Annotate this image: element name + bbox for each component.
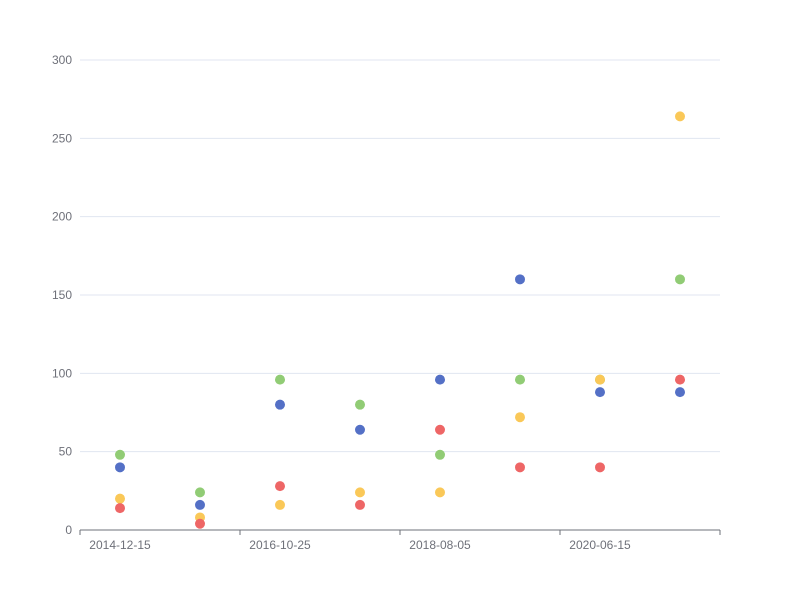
- data-point[interactable]: [355, 424, 365, 435]
- data-point[interactable]: [515, 462, 525, 473]
- data-point[interactable]: [435, 487, 445, 498]
- data-point[interactable]: [275, 481, 285, 492]
- data-point[interactable]: [435, 374, 445, 385]
- x-tick-label: 2016-10-25: [249, 538, 311, 552]
- data-point[interactable]: [195, 499, 205, 510]
- data-point[interactable]: [675, 374, 685, 385]
- data-point[interactable]: [515, 412, 525, 423]
- y-axis-labels: 0 50 100 150 200 250 300: [52, 53, 72, 537]
- data-point[interactable]: [595, 387, 605, 398]
- y-tick-label: 150: [52, 288, 72, 302]
- data-points: [115, 111, 685, 529]
- data-point[interactable]: [195, 518, 205, 529]
- data-point[interactable]: [595, 462, 605, 473]
- data-point[interactable]: [515, 374, 525, 385]
- data-point[interactable]: [515, 274, 525, 285]
- data-point[interactable]: [355, 499, 365, 510]
- y-tick-label: 250: [52, 131, 72, 145]
- data-point[interactable]: [275, 399, 285, 410]
- x-tick-label: 2014-12-15: [89, 538, 151, 552]
- x-tick-label: 2018-08-05: [409, 538, 471, 552]
- data-point[interactable]: [195, 487, 205, 498]
- data-point[interactable]: [115, 449, 125, 460]
- data-point[interactable]: [275, 374, 285, 385]
- x-axis: 2014-12-15 2016-10-25 2018-08-05 2020-06-15: [79, 529, 721, 552]
- data-point[interactable]: [675, 387, 685, 398]
- data-point[interactable]: [115, 493, 125, 504]
- grid: [80, 59, 720, 453]
- data-point[interactable]: [115, 462, 125, 473]
- data-point[interactable]: [435, 449, 445, 460]
- data-point[interactable]: [595, 374, 605, 385]
- y-tick-label: 100: [52, 366, 72, 380]
- data-point[interactable]: [355, 399, 365, 410]
- y-tick-label: 300: [52, 53, 72, 67]
- y-tick-label: 200: [52, 210, 72, 224]
- data-point[interactable]: [355, 487, 365, 498]
- x-tick-label: 2020-06-15: [569, 538, 631, 552]
- data-point[interactable]: [675, 111, 685, 122]
- data-point[interactable]: [115, 503, 125, 514]
- data-point[interactable]: [675, 274, 685, 285]
- y-tick-label: 50: [59, 445, 73, 459]
- data-point[interactable]: [435, 424, 445, 435]
- data-point[interactable]: [275, 499, 285, 510]
- y-tick-label: 0: [65, 523, 72, 537]
